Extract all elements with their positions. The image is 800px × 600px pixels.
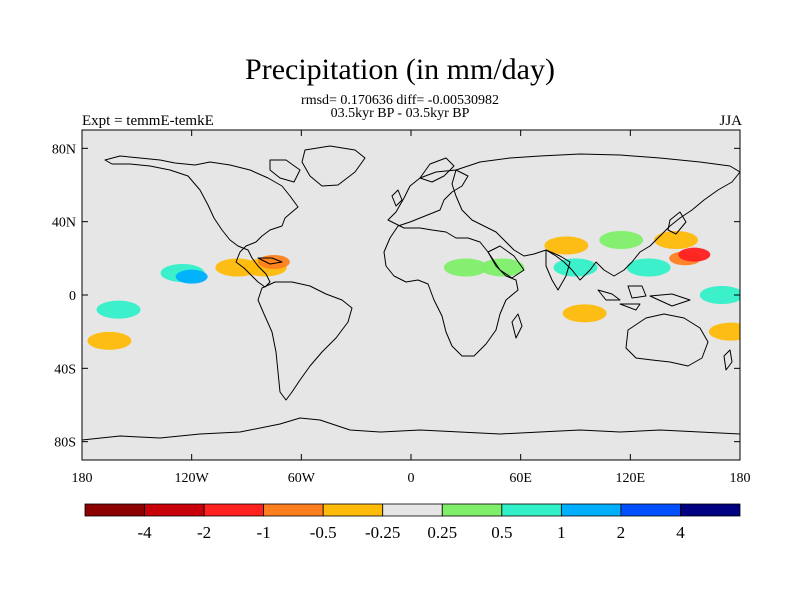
colorbar-swatch-7: [501, 503, 562, 517]
colorbar-label: -4: [137, 523, 152, 542]
anomaly-region-8: [87, 331, 132, 350]
colorbar-label: 1: [557, 523, 566, 542]
lat-tick-label: 0: [69, 289, 76, 304]
longitude-axis: 180 120W 60W 0 60E 120E 180: [72, 130, 751, 486]
colorbar-label: -0.25: [365, 523, 400, 542]
season-label: JJA: [719, 113, 742, 129]
colorbar-label: -2: [197, 523, 211, 542]
anomaly-region-3: [315, 273, 360, 292]
lon-tick-label: 60E: [509, 471, 532, 486]
coastlines: [82, 145, 740, 441]
lat-tick-label: 40S: [54, 362, 76, 377]
colorbar-swatch-10: [680, 503, 741, 517]
experiment-label: Expt = temmE-temkE: [82, 113, 214, 129]
anomaly-region-6: [175, 269, 208, 284]
colorbar-swatch-0: [84, 503, 145, 517]
colorbar-label: -0.5: [310, 523, 337, 542]
colorbar-label: 0.25: [427, 523, 457, 542]
anomaly-region-14: [599, 231, 644, 249]
lon-tick-label: 120E: [616, 471, 646, 486]
colorbar-swatch-4: [322, 503, 384, 517]
colorbar-label: 4: [676, 523, 685, 542]
map-background: [82, 130, 740, 460]
colorbar-swatch-5: [382, 503, 443, 517]
period-text: 03.5kyr BP - 03.5kyr BP: [330, 106, 470, 121]
colorbar-swatch-3: [263, 503, 324, 517]
anomaly-region-13: [562, 304, 607, 323]
colorbar-swatch-9: [620, 503, 681, 517]
lon-tick-label: 120W: [175, 471, 210, 486]
lon-tick-label: 60W: [288, 471, 316, 486]
lon-tick-label: 180: [72, 471, 93, 486]
anomaly-region-17: [678, 247, 711, 262]
chart-title: Precipitation (in mm/day): [245, 53, 555, 86]
lon-tick-label: 180: [730, 471, 751, 486]
lon-tick-label: 0: [408, 471, 415, 486]
colorbar-swatch-2: [203, 503, 265, 517]
anomaly-region-19: [699, 286, 740, 304]
colorbar-label: -1: [257, 523, 271, 542]
lat-tick-label: 80N: [52, 142, 76, 157]
anomaly-region-20: [708, 322, 740, 341]
anomaly-region-18: [654, 231, 699, 249]
colorbar-swatch-8: [560, 503, 622, 517]
anomaly-region-15: [626, 258, 671, 277]
anomaly-region-9: [443, 258, 488, 277]
anomaly-region-2: [257, 255, 290, 269]
lat-tick-label: 80S: [54, 436, 76, 451]
colorbar: -4 -2 -1 -0.5 -0.25 0.25 0.5 1 2 4: [84, 503, 741, 542]
latitude-axis: 80N 40N 0 40S 80S: [52, 142, 740, 451]
anomaly-region-7: [96, 300, 141, 319]
stats-text: rmsd= 0.170636 diff= -0.00530982: [301, 93, 499, 108]
colorbar-swatch-6: [441, 503, 503, 517]
lat-tick-label: 40N: [52, 216, 76, 231]
anomaly-region-10: [480, 258, 525, 277]
colorbar-label: 2: [617, 523, 626, 542]
anomaly-region-12: [544, 236, 589, 255]
anomaly-region-4: [123, 269, 168, 288]
colorbar-label: 0.5: [491, 523, 512, 542]
colorbar-swatch-1: [144, 503, 205, 517]
